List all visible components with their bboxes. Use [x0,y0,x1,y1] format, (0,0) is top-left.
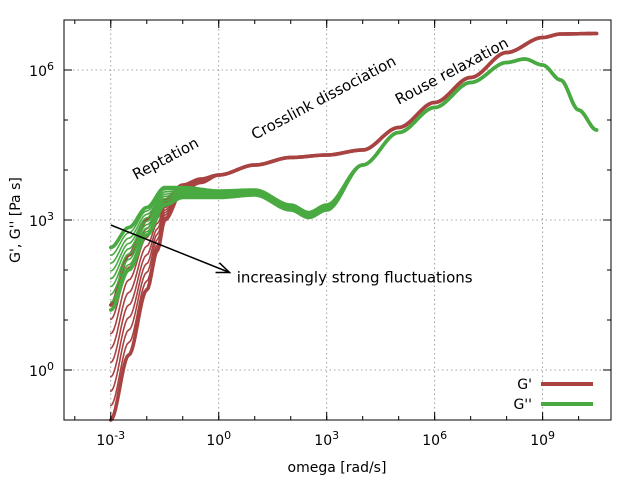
x-tick-label: 100 [206,429,231,449]
x-tick-label: 10-3 [96,429,125,449]
x-tick-label: 103 [314,429,339,449]
curve-g-double-prime-1 [109,58,598,303]
legend-label-0: G' [517,377,532,393]
axis-ticks: 10-3 100 103 106 109 100 103 106 [29,19,611,449]
annotation-3: increasingly strong fluctuations [237,269,473,287]
y-tick-label: 100 [29,360,54,380]
legend-label-1: G'' [513,397,532,413]
g-double-prime-curve-family [108,57,599,312]
curve-g-double-prime-0 [108,57,599,312]
arrow-shaft [110,224,230,274]
x-axis-title: omega [rad/s] [288,460,387,476]
annotation-0: Reptation [129,134,201,184]
y-axis-title: G', G'' [Pa s] [8,177,24,263]
x-tick-label: 109 [530,429,555,449]
arrow-head [215,262,232,274]
y-tick-label: 103 [29,210,54,230]
annotation-1: Crosslink dissociation [248,52,399,144]
legend: G' G'' [513,377,593,413]
curve-g-double-prime-2 [109,58,598,296]
y-tick-label: 106 [29,60,54,80]
x-tick-label: 106 [422,429,447,449]
